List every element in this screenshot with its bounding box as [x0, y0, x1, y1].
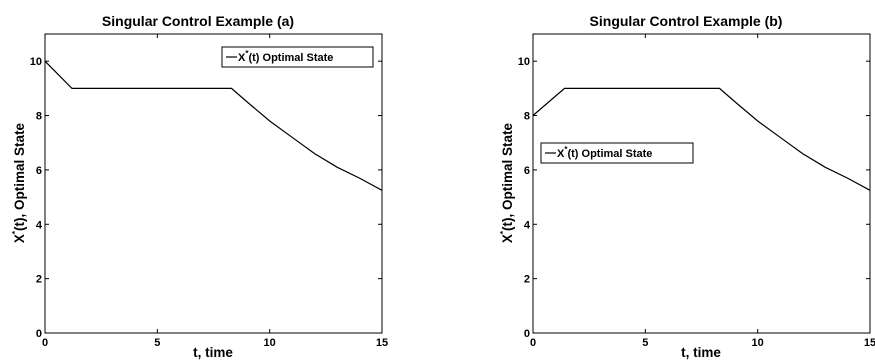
x-tick-label: 15	[864, 337, 875, 349]
series-line-b	[532, 87, 871, 191]
y-tick-label: 2	[36, 274, 42, 286]
x-ticks-b: 0 5 10 15	[530, 34, 875, 349]
y-ticks-b: 0 2 4 6 8 10	[518, 56, 870, 340]
legend-b: X*(t) Optimal State	[540, 142, 694, 164]
y-tick-label: 6	[524, 165, 530, 177]
x-axis-label-a: t, time	[193, 345, 233, 360]
series-line-a	[44, 60, 383, 191]
y-tick-label: 10	[30, 56, 42, 68]
y-tick-label: 2	[524, 274, 530, 286]
x-tick-label: 10	[264, 337, 276, 349]
y-tick-label: 10	[518, 56, 530, 68]
y-ticks-a: 0 2 4 6 8 10	[30, 56, 382, 340]
x-tick-label: 5	[642, 337, 648, 349]
x-tick-label: 0	[530, 337, 536, 349]
y-axis-label-a: X*(t), Optimal State	[11, 122, 27, 243]
x-tick-label: 10	[752, 337, 764, 349]
y-tick-label: 4	[36, 219, 43, 231]
legend-a: X*(t) Optimal State	[221, 46, 374, 68]
y-tick-label: 8	[524, 111, 530, 123]
legend-box-a	[221, 46, 374, 68]
y-tick-label: 8	[36, 111, 42, 123]
y-tick-label: 0	[36, 328, 42, 340]
y-axis-label-b: X*(t), Optimal State	[499, 122, 515, 243]
x-tick-label: 5	[154, 337, 160, 349]
legend-label-a: X*(t) Optimal State	[238, 49, 333, 64]
y-tick-label: 4	[524, 219, 531, 231]
y-tick-label: 0	[524, 328, 530, 340]
legend-label-b: X*(t) Optimal State	[557, 145, 652, 160]
x-tick-label: 0	[42, 337, 48, 349]
x-ticks-a: 0 5 10 15	[42, 34, 388, 349]
chart-panel-b: Singular Control Example (b) 0 5 10 15 0 2 4 6…	[499, 13, 875, 360]
y-tick-label: 6	[36, 165, 42, 177]
chart-title-b: Singular Control Example (b)	[590, 13, 783, 29]
plot-frame-a	[44, 33, 383, 334]
chart-title-a: Singular Control Example (a)	[102, 13, 294, 29]
plot-frame-b	[532, 33, 871, 334]
chart-panel-a: Singular Control Example (a) 0 5 10 15 0 2 4 6…	[11, 13, 388, 360]
x-axis-label-b: t, time	[681, 345, 721, 360]
legend-box-b	[540, 142, 694, 164]
x-tick-label: 15	[376, 337, 388, 349]
